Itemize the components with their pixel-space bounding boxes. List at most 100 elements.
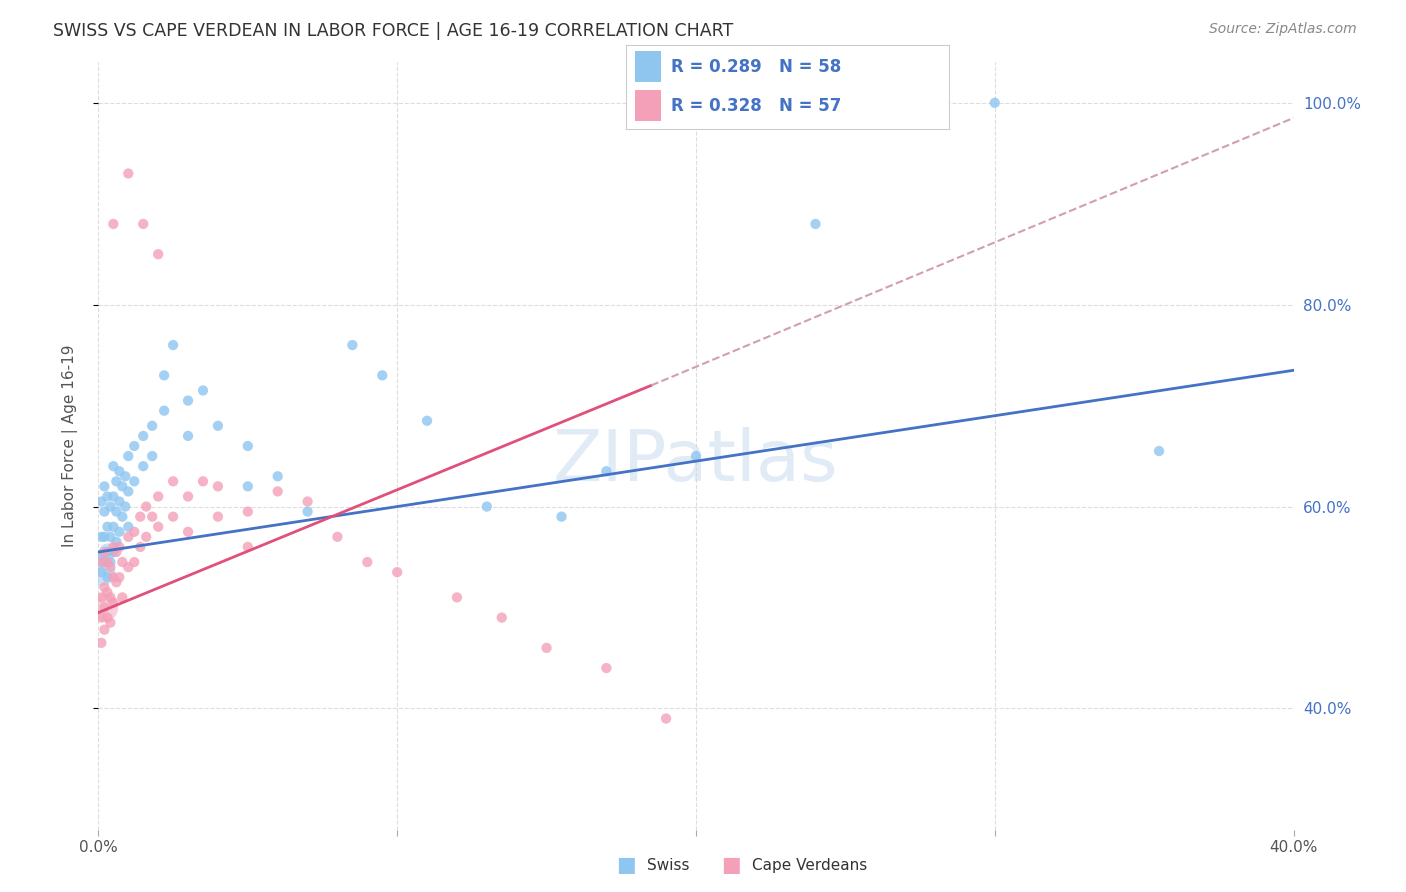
Point — [93, 505, 115, 519]
Point — [177, 429, 200, 443]
Point — [236, 479, 259, 493]
Point — [103, 459, 125, 474]
Point — [124, 439, 146, 453]
Point — [141, 449, 163, 463]
Point — [129, 509, 152, 524]
Point — [267, 469, 290, 483]
Point — [90, 530, 112, 544]
Point — [103, 595, 125, 609]
Point — [342, 338, 364, 352]
Point — [124, 524, 146, 539]
Point — [236, 439, 259, 453]
Point — [1147, 444, 1170, 458]
Point — [153, 403, 176, 417]
Point — [124, 555, 146, 569]
Point — [162, 475, 184, 489]
Point — [148, 490, 170, 504]
Text: ■: ■ — [721, 855, 741, 875]
Point — [108, 570, 131, 584]
Point — [93, 623, 115, 637]
Point — [98, 530, 122, 544]
Point — [177, 393, 200, 408]
Point — [93, 530, 115, 544]
Point — [90, 549, 112, 564]
Bar — [636, 90, 661, 120]
Point — [111, 479, 134, 493]
Bar — [636, 52, 661, 82]
Point — [96, 555, 118, 569]
Point — [90, 565, 112, 579]
Point — [297, 494, 319, 508]
Point — [111, 555, 134, 569]
Point — [236, 540, 259, 554]
Point — [550, 509, 572, 524]
Point — [93, 600, 115, 615]
Point — [135, 530, 157, 544]
Point — [177, 490, 200, 504]
Point — [105, 545, 128, 559]
Point — [385, 565, 409, 579]
Point — [96, 570, 118, 584]
Point — [117, 166, 139, 180]
Point — [117, 560, 139, 574]
Point — [804, 217, 827, 231]
Point — [105, 475, 128, 489]
Point — [93, 580, 115, 594]
Point — [595, 661, 617, 675]
Text: Cape Verdeans: Cape Verdeans — [752, 858, 868, 872]
Point — [96, 610, 118, 624]
Point — [93, 545, 115, 559]
Text: R = 0.328   N = 57: R = 0.328 N = 57 — [671, 96, 841, 114]
Text: SWISS VS CAPE VERDEAN IN LABOR FORCE | AGE 16-19 CORRELATION CHART: SWISS VS CAPE VERDEAN IN LABOR FORCE | A… — [53, 22, 734, 40]
Point — [98, 615, 122, 630]
Point — [132, 459, 155, 474]
Point — [132, 429, 155, 443]
Point — [326, 530, 349, 544]
Point — [207, 418, 229, 433]
Point — [96, 545, 118, 559]
Point — [132, 217, 155, 231]
Point — [90, 636, 112, 650]
Point — [416, 414, 439, 428]
Point — [117, 520, 139, 534]
Point — [105, 505, 128, 519]
Point — [98, 500, 122, 514]
Y-axis label: In Labor Force | Age 16-19: In Labor Force | Age 16-19 — [62, 344, 77, 548]
Point — [117, 484, 139, 499]
Point — [162, 338, 184, 352]
Point — [98, 555, 122, 569]
Point — [96, 520, 118, 534]
Point — [98, 591, 122, 605]
Point — [177, 524, 200, 539]
Point — [93, 555, 115, 569]
Point — [108, 524, 131, 539]
Point — [595, 464, 617, 478]
Point — [491, 610, 513, 624]
Point — [90, 555, 112, 569]
Point — [93, 479, 115, 493]
Point — [103, 545, 125, 559]
Point — [90, 565, 112, 579]
Point — [108, 494, 131, 508]
Point — [371, 368, 394, 383]
Text: ■: ■ — [616, 855, 636, 875]
Point — [117, 449, 139, 463]
Point — [114, 500, 136, 514]
Point — [685, 449, 707, 463]
Point — [90, 494, 112, 508]
Point — [267, 484, 290, 499]
Point — [148, 520, 170, 534]
Point — [93, 600, 115, 615]
Point — [153, 368, 176, 383]
Point — [105, 575, 128, 590]
Point — [191, 475, 214, 489]
Point — [984, 95, 1007, 110]
Point — [356, 555, 378, 569]
Point — [141, 509, 163, 524]
Point — [90, 591, 112, 605]
Text: Swiss: Swiss — [647, 858, 689, 872]
Point — [90, 610, 112, 624]
Text: Source: ZipAtlas.com: Source: ZipAtlas.com — [1209, 22, 1357, 37]
Point — [96, 585, 118, 599]
Point — [297, 505, 319, 519]
